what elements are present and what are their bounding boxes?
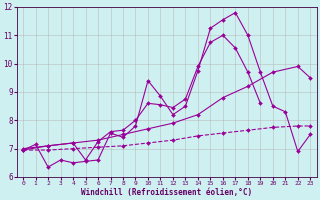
X-axis label: Windchill (Refroidissement éolien,°C): Windchill (Refroidissement éolien,°C) (81, 188, 252, 197)
